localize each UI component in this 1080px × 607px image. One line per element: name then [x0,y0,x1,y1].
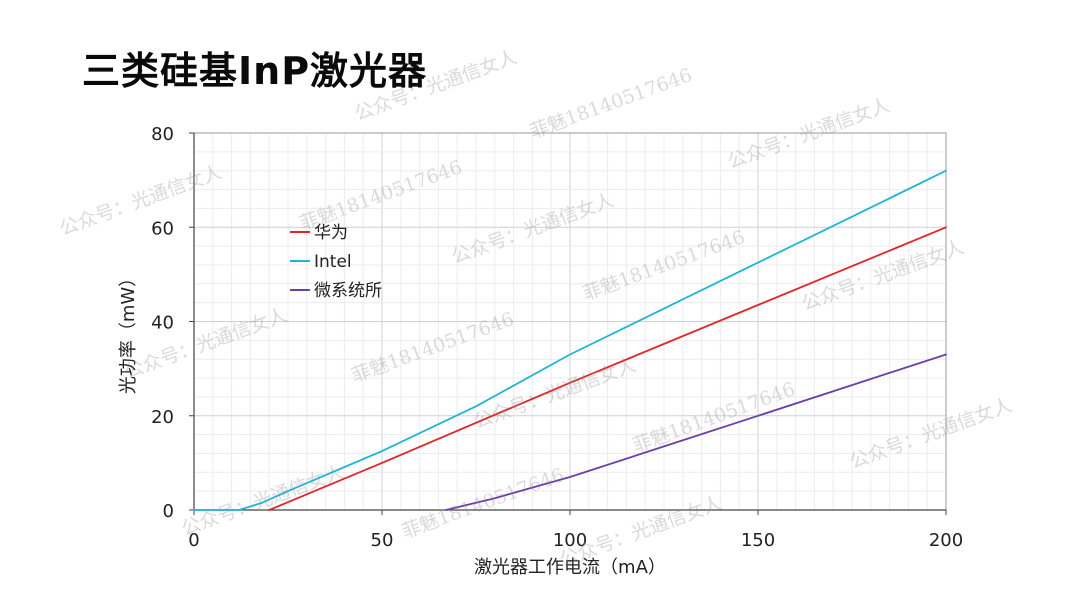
y-tick-label: 20 [151,407,174,428]
chart-series [193,169,947,511]
x-tick-label: 0 [188,530,199,551]
page-title: 三类硅基InP激光器 [82,49,428,93]
series-line-3 [445,353,947,511]
x-tick-label: 50 [371,530,394,551]
x-axis-label: 激光器工作电流（mA） [474,557,666,578]
x-tick-label: 100 [553,530,587,551]
series-line-2 [193,169,947,511]
y-tick-label: 40 [151,313,174,334]
legend-label: 华为 [314,223,348,243]
x-tick-label: 150 [741,530,775,551]
chart-tick-labels: 0 50 100 150 200 0 20 40 60 80 [151,124,963,551]
legend-label: 微系统所 [314,281,382,301]
y-tick-label: 80 [151,124,174,145]
y-tick-label: 0 [163,501,174,522]
series-line-1 [268,226,947,511]
legend-label: Intel [314,252,352,272]
chart-axes [189,132,947,515]
x-tick-label: 200 [929,530,963,551]
y-axis-label: 光功率（mW） [118,269,139,394]
chart-legend: 华为 Intel 微系统所 [290,223,382,301]
chart-grid [193,132,947,511]
y-tick-label: 60 [151,218,174,239]
